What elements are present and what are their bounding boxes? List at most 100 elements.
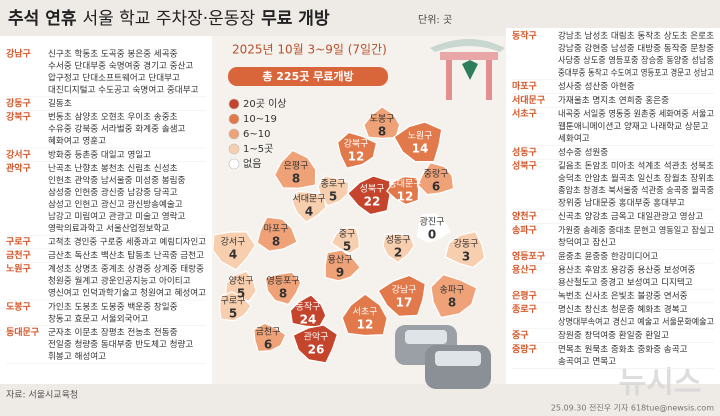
- district-area: [416, 213, 451, 243]
- school-list: 수서중 단대부중 숙명여중 경기고 중산고: [48, 60, 193, 72]
- district-value: 26: [308, 343, 325, 357]
- district-area: [256, 216, 298, 252]
- district-label: 중랑구: [424, 168, 449, 180]
- school-list: 삼성고 인헌고 광신고 광신방송예술고: [48, 198, 183, 210]
- district-value: 8: [448, 296, 456, 310]
- school-list: 수유중 강북중 서라벌중 화계중 솔샘고: [48, 123, 186, 135]
- district-value: 17: [396, 296, 413, 310]
- district-area: [336, 131, 378, 169]
- district-label: 은평구: [284, 161, 309, 172]
- title-bold: 추석 연휴: [8, 8, 77, 29]
- district-value: 5: [343, 240, 351, 254]
- district-value: 5: [237, 287, 245, 301]
- school-list: 방화중 등촌중 대일고 영일고: [48, 149, 151, 160]
- district-name: 금천구: [6, 250, 31, 261]
- school-list: 전일중 청량중 동대부중 반도체고 청량고: [48, 338, 193, 350]
- district-name: 서초구: [512, 108, 537, 120]
- school-list: 장원중 창덕여중 환일중 환일고: [558, 329, 669, 341]
- school-list: 중대부중 동작고 수도여고 영등포고 경문고 성남고: [558, 66, 714, 78]
- district-label: 금천구: [256, 327, 281, 338]
- legend-label: 1~5곳: [243, 143, 273, 155]
- district-area: [385, 175, 420, 206]
- district-value: 4: [305, 205, 313, 219]
- credit: 25.09.30 전진우 기자 618tue@newsis.com: [551, 403, 714, 413]
- district-label: 종로구: [321, 179, 346, 190]
- district-label: 서대문구: [292, 194, 325, 205]
- district-area: [341, 293, 388, 337]
- district-name: 종로구: [512, 304, 537, 315]
- district-name: 노원구: [6, 263, 31, 275]
- school-list: 용산철도고 중경고 보성여고 디지텍고: [558, 276, 693, 288]
- legend-swatch: [228, 143, 240, 155]
- district-label: 강북구: [344, 139, 369, 150]
- right-panel: [506, 28, 720, 384]
- school-list: 고척초 경인중 구로중 세종과고 예림디자인고: [48, 236, 206, 248]
- school-list: 금산초 독산초 백산초 탑동초 난곡중 금천고: [48, 249, 204, 261]
- school-list: 용산초 후암초 용강중 용산중 보성여중: [558, 264, 696, 276]
- district-area: [317, 175, 350, 207]
- school-list: 가재울초 명지초 연희중 홍은중: [558, 94, 669, 106]
- district-name: 성동구: [512, 146, 537, 158]
- district-value: 6: [264, 338, 272, 352]
- district-label: 구로구: [221, 296, 246, 307]
- district-name: 중구: [512, 330, 529, 341]
- school-list: 번동초 삼양초 오현초 우이초 송중초: [48, 112, 178, 123]
- district-value: 8: [378, 125, 386, 139]
- school-list: 세화여고: [558, 132, 590, 144]
- district-value: 6: [432, 180, 440, 194]
- school-list: 숭덕초 안암초 월곡초 일신초 장월초 장위초: [558, 172, 714, 184]
- district-area: [291, 190, 327, 223]
- district-value: 12: [397, 190, 414, 204]
- district-label: 강동구: [454, 239, 479, 250]
- district-value: 4: [229, 248, 237, 262]
- legend-swatch: [228, 158, 240, 170]
- district-label: 용산구: [328, 255, 353, 266]
- district-name: 마포구: [512, 80, 537, 92]
- school-list: 강남중 강현중 남성중 대방중 동작중 문창중: [558, 43, 714, 54]
- school-list: 영신여고 인덕과학기술고 청원여고 혜성여고: [48, 287, 206, 299]
- district-value: 0: [428, 228, 436, 242]
- legend-label: 없음: [243, 157, 261, 170]
- district-area: [430, 273, 478, 319]
- school-list: 내곡중 서일중 영동중 원촌중 세화여중 서울고: [558, 108, 714, 120]
- school-list: 녹번초 신사초 은빛초 불광중 연서중: [558, 290, 688, 302]
- district-label: 마포구: [264, 224, 289, 235]
- total-badge: [228, 67, 388, 86]
- district-name: 강서구: [6, 148, 31, 160]
- district-name: 양천구: [512, 210, 537, 222]
- school-list: 가인초 도봉초 도봉중 백운중 창일중: [48, 301, 178, 312]
- district-label: 광진구: [420, 216, 445, 228]
- school-list: 대진디지털고 수도공고 숙명여고 중대부고: [48, 84, 199, 96]
- legend-label: 20곳 이상: [243, 98, 287, 110]
- district-name: 성북구: [512, 160, 537, 172]
- district-value: 24: [300, 313, 317, 327]
- school-list: 청원중 월계고 광운인공지능고 아이티고: [48, 275, 191, 287]
- school-list: 웹툰애니메이션고 양재고 나래학교 상문고: [558, 121, 709, 132]
- school-list: 신곡초 양강초 금옥고 대일관광고 영상고: [558, 210, 703, 222]
- district-value: 5: [229, 307, 237, 321]
- title-regular: 서울 학교 주차장·운동장: [82, 9, 255, 29]
- title: 추석 연휴 서울 학교 주차장·운동장 무료 개방: [8, 8, 330, 29]
- district-label: 서초구: [353, 307, 378, 318]
- school-list: 사당중 상도중 영등포중 장승중 동양중 성남중: [558, 55, 714, 66]
- school-list: 삼성중 인헌중 광신중 남강중 당곡고: [48, 186, 178, 198]
- district-value: 8: [279, 287, 287, 301]
- district-value: 9: [336, 266, 344, 280]
- period: 2025년 10월 3~9일 (7일간): [232, 43, 387, 57]
- school-list: 길음초 돈암초 미아초 석계초 석관초 성북초: [558, 160, 714, 172]
- school-list: 영락의료과학고 서울산업정보학교: [48, 222, 169, 234]
- district-label: 성동구: [386, 235, 411, 246]
- legend-label: 10~19: [243, 114, 277, 125]
- school-list: 성수중 성원중: [558, 147, 608, 158]
- gate-illustration: [430, 39, 505, 100]
- district-name: 영등포구: [512, 250, 545, 262]
- district-value: 12: [348, 150, 365, 164]
- district-label: 중구: [339, 229, 356, 240]
- district-value: 5: [329, 190, 337, 204]
- school-list: 신구초 학동초 도곡중 봉은중 세곡중: [48, 49, 178, 60]
- title-bold: 무료 개방: [261, 9, 330, 29]
- district-area: [330, 227, 361, 254]
